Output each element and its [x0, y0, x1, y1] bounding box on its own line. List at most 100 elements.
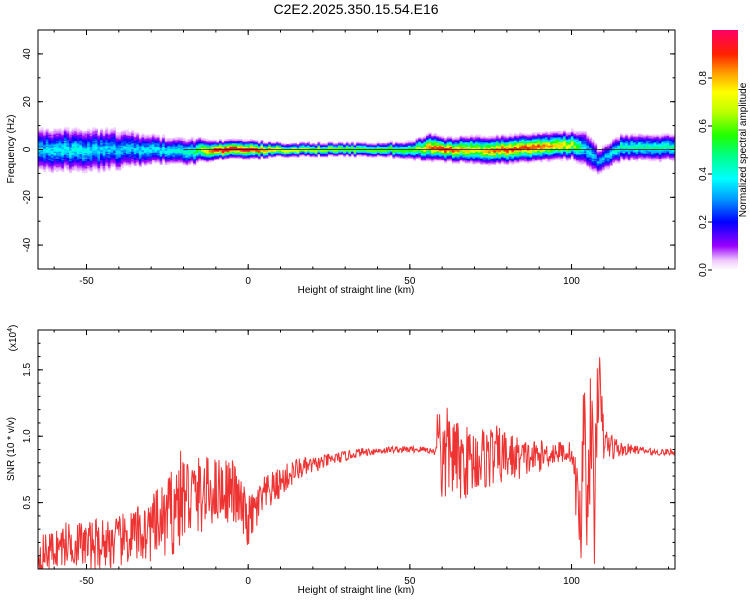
spectrogram-cell	[97, 165, 101, 168]
spectrogram-cell	[257, 153, 261, 156]
spectrogram-cell	[102, 164, 106, 167]
spectrogram-cell	[120, 146, 124, 149]
spectrogram-cell	[123, 148, 127, 151]
spectrogram-cell	[304, 152, 308, 155]
spectrogram-cell	[428, 139, 432, 141]
spectrogram-cell	[444, 153, 448, 156]
spectrogram-cell	[213, 156, 217, 158]
spectrogram-cell	[415, 141, 419, 144]
spectrogram-cell	[89, 136, 93, 139]
spectrogram-cell	[159, 142, 163, 145]
spectrogram-cell	[260, 146, 264, 149]
spectrogram-cell	[74, 130, 78, 133]
spectrogram-cell	[415, 152, 419, 155]
spectrogram-cell	[620, 151, 624, 153]
spectrogram-cell	[578, 156, 582, 158]
spectrogram-cell	[123, 138, 127, 140]
spectrogram-cell	[609, 162, 613, 164]
spectrogram-cell	[128, 158, 132, 161]
spectrogram-cell	[43, 142, 47, 145]
spectrogram-cell	[110, 165, 114, 168]
spectrogram-cell	[322, 147, 326, 150]
spectrogram-cell	[268, 140, 272, 143]
spectrogram-cell	[488, 163, 492, 165]
spectrogram-cell	[180, 145, 184, 147]
spectrogram-cell	[480, 139, 484, 141]
spectrogram-cell	[576, 133, 580, 135]
spectrogram-cell	[120, 132, 124, 134]
spectrogram-cell	[441, 147, 445, 150]
spectrogram-cell	[436, 158, 440, 161]
spectrogram-cell	[433, 134, 437, 137]
spectrogram-cell	[513, 162, 517, 164]
spectrogram-cell	[69, 136, 73, 139]
spectrogram-cell	[620, 147, 624, 150]
spectrogram-cell	[620, 154, 624, 157]
spectrogram-cell	[100, 148, 104, 151]
spectrogram-cell	[591, 162, 595, 164]
spectrogram-cell	[81, 170, 85, 173]
spectrogram-cell	[609, 142, 613, 145]
spectrogram-cell	[61, 154, 65, 157]
spectrogram-cell	[322, 144, 326, 146]
spectrogram-cell	[480, 135, 484, 138]
spectrogram-cell	[120, 140, 124, 143]
spectrogram-cell	[203, 150, 207, 152]
spectrogram-cell	[594, 164, 598, 167]
spectrogram-cell	[521, 144, 525, 146]
spectrogram-cell	[79, 152, 83, 155]
spectrogram-cell	[61, 142, 65, 145]
spectrogram-cell	[102, 148, 106, 151]
spectrogram-cell	[620, 146, 624, 149]
spectrogram-cell	[405, 146, 409, 149]
spectrogram-cell	[457, 159, 461, 162]
spectrogram-cell	[265, 150, 269, 152]
spectrogram-cell	[237, 139, 241, 141]
spectrogram-cell	[38, 153, 41, 156]
spectrogram-cell	[141, 147, 145, 150]
spectrogram-cell	[56, 147, 60, 150]
spectrogram-cell	[560, 135, 564, 138]
spectrogram-cell	[76, 141, 80, 144]
spectrogram-cell	[539, 136, 543, 139]
spectrogram-cell	[614, 141, 618, 144]
spectrogram-cell	[387, 153, 391, 156]
spectrogram-cell	[591, 156, 595, 158]
spectrogram-cell	[182, 157, 186, 159]
spectrogram-cell	[511, 158, 515, 161]
spectrogram-cell	[182, 159, 186, 162]
spectrogram-cell	[234, 145, 238, 147]
spectrogram-cell	[128, 151, 132, 153]
spectrogram-cell	[588, 153, 592, 156]
spectrogram-cell	[563, 144, 567, 146]
spectrogram-cell	[617, 142, 621, 145]
spectrogram-cell	[45, 151, 49, 153]
spectrogram-cell	[400, 151, 404, 153]
spectrogram-cell	[144, 144, 148, 146]
spectrogram-cell	[237, 141, 241, 144]
spectrogram-cell	[400, 145, 404, 147]
spectrogram-cell	[270, 150, 274, 152]
spectrogram-cell	[38, 136, 41, 139]
spectrogram-cell	[286, 151, 290, 153]
spectrogram-cell	[550, 141, 554, 144]
spectrogram-cell	[327, 142, 331, 145]
spectrogram-cell	[97, 162, 101, 164]
spectrogram-cell	[480, 153, 484, 156]
spectrogram-cell	[144, 152, 148, 155]
spectrogram-cell	[69, 164, 73, 167]
spectrogram-cell	[397, 156, 401, 158]
spectrogram-cell	[506, 141, 510, 144]
spectrogram-cell	[102, 152, 106, 155]
spectrogram-cell	[247, 144, 251, 146]
spectrogram-cell	[454, 158, 458, 161]
spectrogram-cell	[485, 139, 489, 141]
spectrogram-cell	[286, 147, 290, 150]
spectrogram-cell	[167, 154, 171, 157]
spectrogram-cell	[154, 153, 158, 156]
spectrogram-cell	[144, 146, 148, 149]
spectrogram-cell	[149, 163, 153, 165]
spectrogram-cell	[100, 145, 104, 147]
spectrogram-cell	[206, 139, 210, 141]
spectrogram-cell	[638, 157, 642, 159]
